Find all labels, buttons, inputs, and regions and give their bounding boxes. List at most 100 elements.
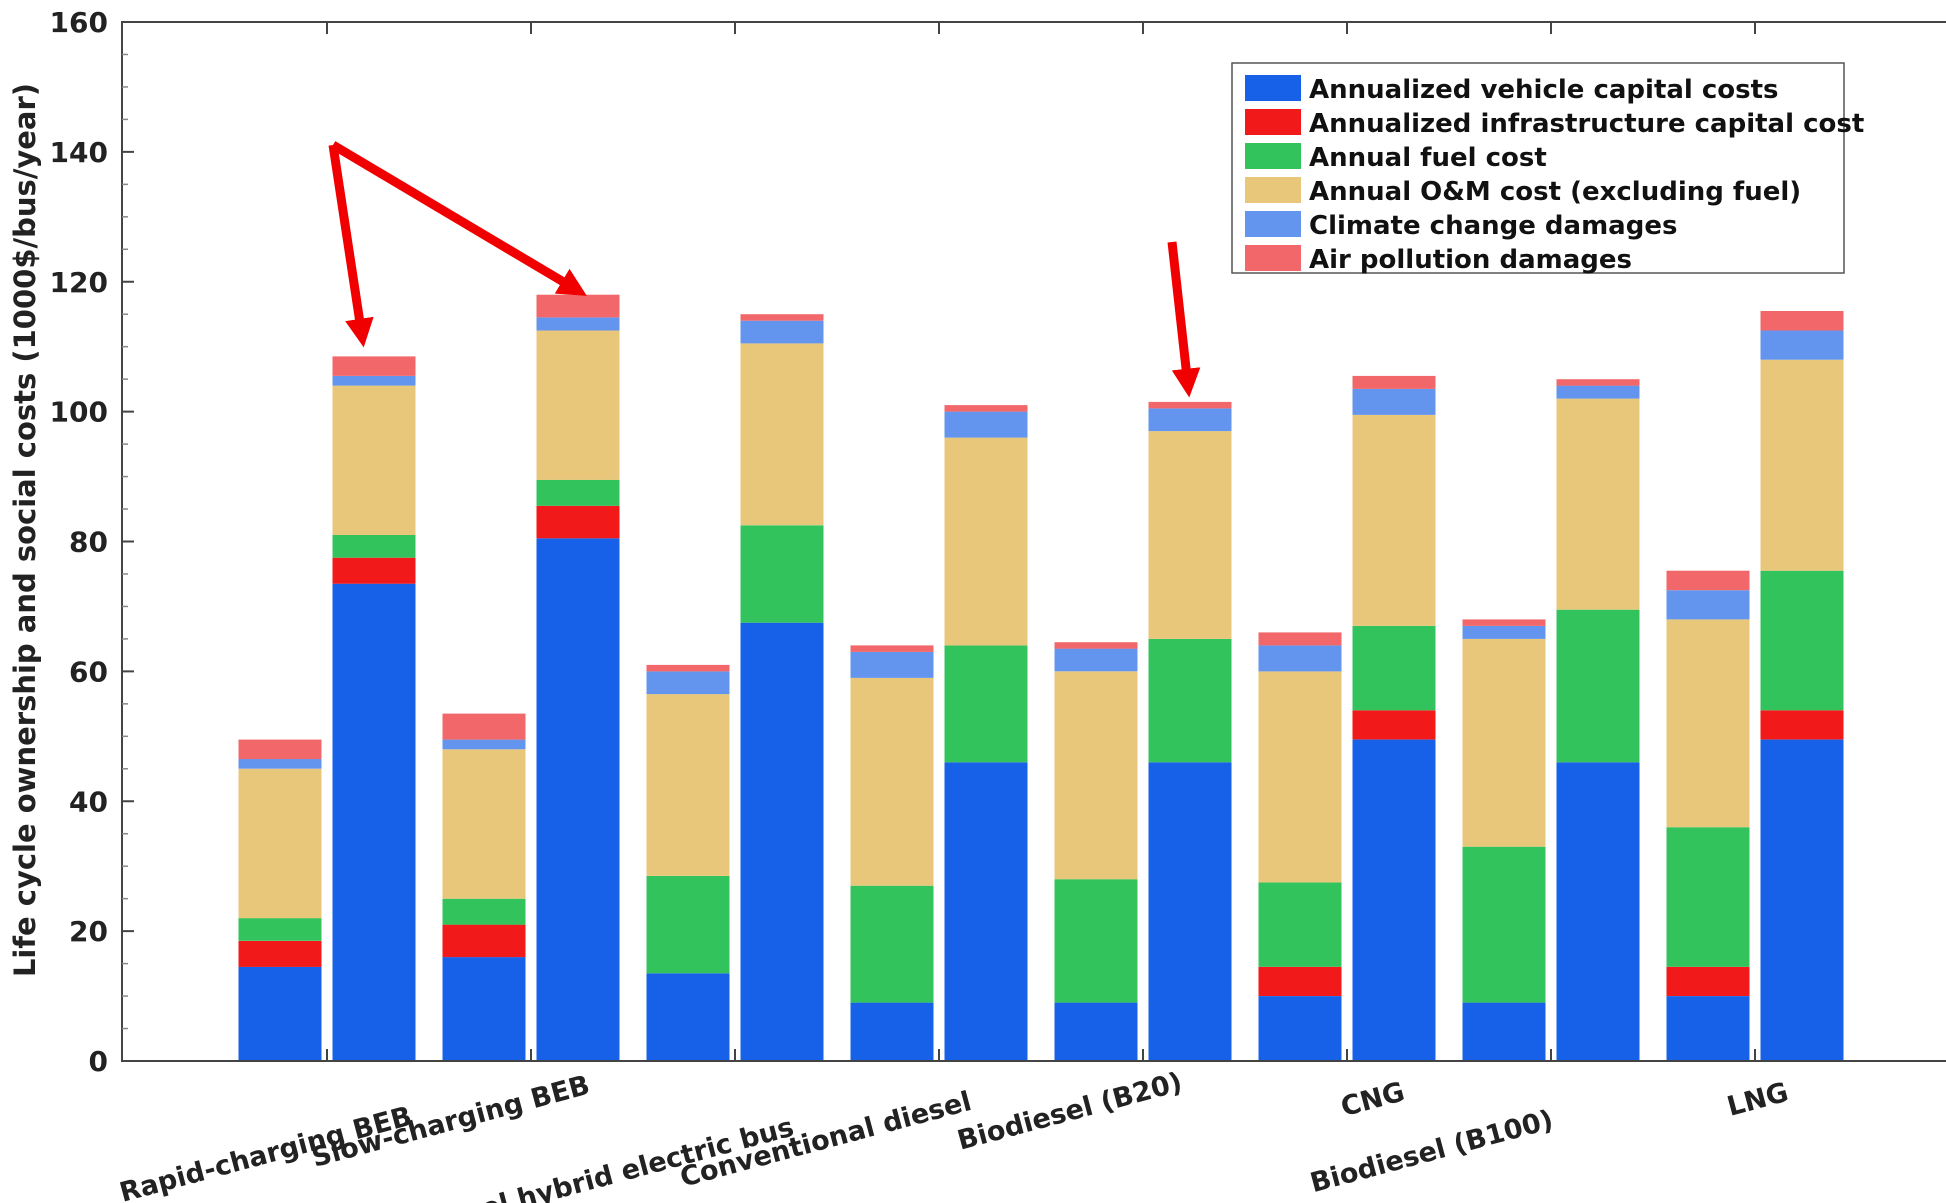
bar-segment-1	[1760, 739, 1844, 1061]
bar-segment-1	[1258, 996, 1342, 1061]
bar-segment-2	[536, 505, 620, 539]
y-tick-label: 20	[69, 915, 108, 948]
bar-segment-6	[238, 739, 322, 760]
bar-segment-1	[238, 966, 322, 1061]
bar-segment-6	[850, 645, 934, 652]
bar-segment-6	[1054, 642, 1138, 649]
bar-segment-3	[332, 535, 416, 558]
bar-segment-6	[1258, 632, 1342, 646]
bar-segment-6	[332, 356, 416, 376]
bar-segment-6	[944, 405, 1028, 412]
bar-segment-3	[944, 645, 1028, 763]
bar-segment-1	[646, 973, 730, 1061]
bar-segment-3	[536, 479, 620, 506]
y-tick-label: 40	[69, 785, 108, 818]
bar-segment-5	[536, 317, 620, 331]
y-tick-label: 120	[50, 266, 108, 299]
bar-segment-3	[1352, 625, 1436, 711]
bar-segment-1	[1556, 762, 1640, 1061]
legend-swatch	[1245, 143, 1301, 169]
bar-segment-3	[740, 525, 824, 623]
bar-segment-3	[442, 898, 526, 925]
legend-box	[1231, 62, 1845, 274]
bar-segment-4	[238, 768, 322, 919]
legend: Annualized vehicle capital costs Annualiz…	[1231, 62, 1864, 275]
bar-segment-6	[1666, 570, 1750, 591]
bar-segment-4	[850, 677, 934, 886]
bar-segment-6	[536, 294, 620, 318]
bar-segment-4	[1054, 671, 1138, 880]
bar-segment-4	[332, 385, 416, 535]
bar-segment-1	[1462, 1002, 1546, 1061]
legend-label: Annual O&M cost (excluding fuel)	[1309, 177, 1801, 207]
x-category-label: CNG	[1338, 1076, 1408, 1123]
bar-segment-4	[740, 343, 824, 526]
y-tick-label: 100	[50, 396, 108, 429]
bar-segment-5	[646, 671, 730, 695]
bar-segment-6	[1462, 619, 1546, 626]
bar-segment-5	[1258, 645, 1342, 672]
bar-segment-2	[1258, 966, 1342, 996]
bar-segment-4	[1462, 638, 1546, 847]
bar-segment-4	[442, 749, 526, 899]
bar-segment-5	[1556, 385, 1640, 399]
bar-segment-5	[442, 739, 526, 750]
bar-segment-3	[238, 918, 322, 941]
bar-segment-5	[944, 411, 1028, 438]
bar-segment-3	[1258, 882, 1342, 967]
bar-segment-1	[740, 622, 824, 1061]
bar-segment-1	[850, 1002, 934, 1061]
bar-segment-1	[1148, 762, 1232, 1061]
bar-segment-6	[740, 314, 824, 321]
bar-segment-4	[646, 694, 730, 876]
legend-label: Annualized vehicle capital costs	[1309, 75, 1779, 105]
annotation-arrow	[330, 141, 587, 296]
bar-segment-4	[1148, 431, 1232, 639]
bar-segment-4	[1760, 359, 1844, 571]
bar-segment-6	[1760, 311, 1844, 331]
bar-segment-6	[1148, 401, 1232, 409]
bar-segment-6	[442, 713, 526, 740]
bar-segment-5	[850, 651, 934, 678]
bar-segment-1	[944, 762, 1028, 1061]
bar-segment-2	[1666, 966, 1750, 996]
bar-segment-4	[536, 330, 620, 480]
y-tick-label: 160	[50, 6, 108, 39]
bar-segment-3	[850, 885, 934, 1003]
bar-segment-1	[536, 538, 620, 1061]
bar-segment-3	[1556, 609, 1640, 763]
bar-segment-3	[1666, 827, 1750, 967]
y-axis-label: Life cycle ownership and social costs (1…	[8, 83, 42, 977]
bar-segment-6	[1556, 379, 1640, 386]
y-tick-label: 0	[89, 1045, 108, 1078]
bar-segment-2	[1352, 710, 1436, 740]
legend-swatch	[1245, 75, 1301, 101]
legend-label: Climate change damages	[1309, 211, 1677, 241]
bar-segment-4	[944, 437, 1028, 646]
bar-segment-5	[1352, 388, 1436, 415]
annotation-arrows	[328, 141, 1201, 398]
bar-segment-2	[332, 557, 416, 584]
bar-segment-3	[1462, 846, 1546, 1003]
legend-swatch	[1245, 211, 1301, 237]
bar-segment-1	[1352, 739, 1436, 1061]
bar-segment-3	[646, 875, 730, 974]
legend-swatch	[1245, 245, 1301, 271]
y-tick-label: 140	[50, 136, 108, 169]
y-tick-label: 60	[69, 655, 108, 688]
bar-segment-4	[1556, 398, 1640, 610]
bar-segment-5	[1054, 648, 1138, 672]
bar-segment-4	[1666, 619, 1750, 828]
bar-segment-5	[1666, 590, 1750, 620]
y-tick-label: 80	[69, 526, 108, 559]
bar-segment-4	[1352, 414, 1436, 626]
bar-segment-3	[1148, 638, 1232, 763]
legend-label: Annualized infrastructure capital cost	[1309, 109, 1864, 139]
bar-segment-6	[1352, 375, 1436, 389]
bar-segment-4	[1258, 671, 1342, 883]
bar-segment-2	[1760, 710, 1844, 740]
bar-segment-6	[646, 664, 730, 672]
bar-segment-1	[332, 583, 416, 1061]
legend-label: Air pollution damages	[1309, 245, 1632, 275]
